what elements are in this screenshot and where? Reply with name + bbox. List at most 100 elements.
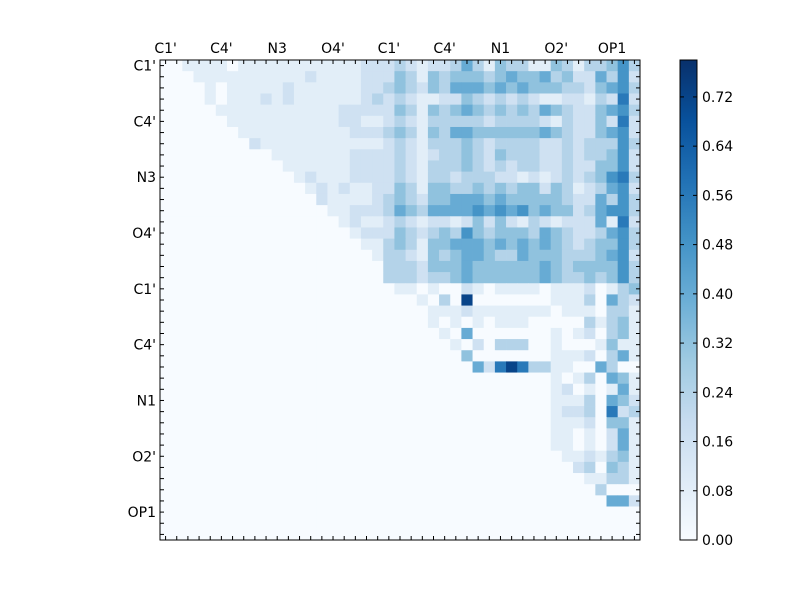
heatmap-cell <box>360 171 373 184</box>
heatmap-cell <box>193 528 206 541</box>
heatmap-cell <box>249 528 261 541</box>
heatmap-cell <box>238 171 250 184</box>
heatmap-cell <box>628 450 641 463</box>
heatmap-cell <box>215 171 228 184</box>
heatmap-cell <box>383 327 395 340</box>
heatmap-cell <box>427 216 440 228</box>
heatmap-cell <box>439 495 451 507</box>
heatmap-cell <box>204 160 217 173</box>
y-tick-label: C1' <box>133 282 156 298</box>
heatmap-cell <box>349 305 362 318</box>
heatmap-cell <box>539 216 552 228</box>
heatmap-cell <box>483 305 496 318</box>
heatmap-cell <box>550 115 563 128</box>
heatmap-cell <box>617 506 630 519</box>
heatmap-cell <box>338 71 351 83</box>
heatmap-cell <box>383 450 395 463</box>
heatmap-cell <box>226 160 239 173</box>
heatmap-cell <box>427 417 440 429</box>
heatmap-cell <box>160 383 172 396</box>
heatmap-cell <box>182 506 194 519</box>
heatmap-cell <box>204 316 217 329</box>
heatmap-cell <box>238 216 250 228</box>
heatmap-cell <box>584 305 596 318</box>
heatmap-cell <box>427 149 440 161</box>
heatmap-cell <box>539 138 552 150</box>
heatmap-cell <box>573 138 585 150</box>
heatmap-cell <box>528 283 540 295</box>
heatmap-cell <box>171 506 183 519</box>
heatmap-cell <box>182 450 194 463</box>
heatmap-cell <box>561 383 574 396</box>
heatmap-cell <box>617 227 630 240</box>
heatmap-cell <box>204 126 217 139</box>
heatmap-cell <box>171 450 183 463</box>
heatmap-cell <box>360 138 373 150</box>
heatmap-cell <box>606 216 619 228</box>
heatmap-cell <box>539 339 552 351</box>
heatmap-cell <box>226 517 239 530</box>
heatmap-cell <box>472 517 485 530</box>
heatmap-cell <box>383 149 395 161</box>
heatmap-cell <box>405 294 418 306</box>
heatmap-cell <box>472 428 485 440</box>
heatmap-cell <box>383 126 395 139</box>
heatmap-cell <box>349 294 362 306</box>
heatmap-cell <box>617 126 630 139</box>
heatmap-cell <box>372 272 384 284</box>
heatmap-cell <box>349 361 362 373</box>
heatmap-cell <box>606 82 619 94</box>
heatmap-cell <box>193 473 206 485</box>
heatmap-cell <box>539 126 552 139</box>
heatmap-cell <box>472 272 485 284</box>
heatmap-cell <box>171 339 183 351</box>
heatmap-cell <box>249 216 261 228</box>
heatmap-cell <box>316 160 328 173</box>
heatmap-cell <box>171 461 183 474</box>
heatmap-cell <box>405 473 418 485</box>
y-tick-label: C1' <box>133 59 156 75</box>
heatmap-cell <box>293 495 306 507</box>
heatmap-cell <box>160 260 172 273</box>
heatmap-cell <box>238 182 250 195</box>
heatmap-cell <box>595 104 607 117</box>
heatmap-cell <box>372 528 384 541</box>
heatmap-cell <box>193 82 206 94</box>
heatmap-cell <box>160 193 172 206</box>
heatmap-cell <box>260 93 273 106</box>
heatmap-cell <box>338 138 351 150</box>
heatmap-cell <box>483 60 496 72</box>
heatmap-cell <box>494 350 507 362</box>
heatmap-cell <box>349 272 362 284</box>
heatmap-cell <box>506 339 518 351</box>
heatmap-cell <box>293 484 306 496</box>
heatmap-cell <box>472 394 485 407</box>
heatmap-cell <box>226 327 239 340</box>
heatmap-cell <box>539 171 552 184</box>
colorbar-gradient <box>679 59 698 541</box>
heatmap-cell <box>584 283 596 295</box>
heatmap-cell <box>204 82 217 94</box>
heatmap-cell <box>338 216 351 228</box>
heatmap-cell <box>238 227 250 240</box>
heatmap-cell <box>494 272 507 284</box>
heatmap-cell <box>506 216 518 228</box>
heatmap-cell <box>416 238 429 251</box>
heatmap-cell <box>561 193 574 206</box>
heatmap-cell <box>561 171 574 184</box>
heatmap-cell <box>226 138 239 150</box>
heatmap-cell <box>383 60 395 72</box>
heatmap-cell <box>573 238 585 251</box>
heatmap-cell <box>595 160 607 173</box>
heatmap-cell <box>617 182 630 195</box>
heatmap-cell <box>606 406 619 418</box>
heatmap-cell <box>461 305 473 318</box>
heatmap-cell <box>483 316 496 329</box>
heatmap-cell <box>506 138 518 150</box>
heatmap-cell <box>573 528 585 541</box>
heatmap-cell <box>584 93 596 106</box>
heatmap-cell <box>338 126 351 139</box>
heatmap-cell <box>483 394 496 407</box>
heatmap-cell <box>550 439 563 452</box>
heatmap-cell <box>193 450 206 463</box>
